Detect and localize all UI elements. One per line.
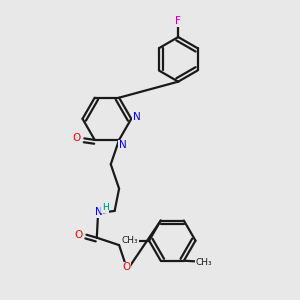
Text: O: O xyxy=(75,230,83,240)
Text: N: N xyxy=(119,140,127,150)
Text: N: N xyxy=(95,207,103,218)
Text: H: H xyxy=(102,203,109,212)
Text: O: O xyxy=(73,134,81,143)
Text: F: F xyxy=(175,16,181,26)
Text: CH₃: CH₃ xyxy=(195,258,212,267)
Text: CH₃: CH₃ xyxy=(122,236,138,245)
Text: O: O xyxy=(122,262,130,272)
Text: N: N xyxy=(133,112,140,122)
